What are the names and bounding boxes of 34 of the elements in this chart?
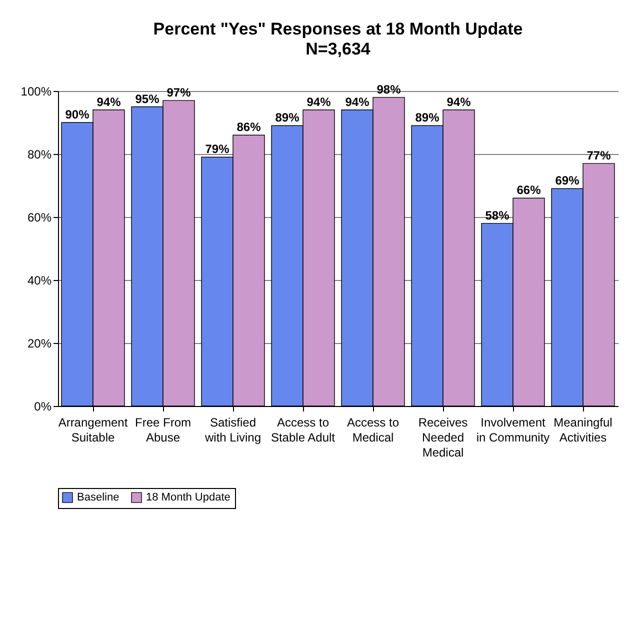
data-label: 98% [376,82,402,96]
data-label: 95% [135,92,160,106]
x-tick-label: Satisfied with Living [204,416,262,444]
legend-label: Baseline [77,492,120,504]
x-tick-label: Access to Stable Adult [270,416,336,444]
legend-label: 18 Month Update [146,492,230,504]
chart-title: Percent "Yes" Responses at 18 Month Update [153,19,523,38]
x-tick-label: Involvement in Community [476,416,550,444]
x-tick-label: Arrangement Suitable [58,416,128,444]
data-label: 94% [446,94,472,109]
data-label: 94% [306,94,332,109]
x-tick-label: Access to Medical [346,416,400,444]
data-label: 94% [345,94,370,109]
data-label: 94% [96,94,122,109]
y-tick-label: 60% [27,210,52,224]
y-tick-label: 80% [27,148,52,162]
y-tick-label: 40% [27,274,52,288]
data-label: 79% [205,142,230,156]
data-label: 66% [516,183,542,198]
chart-subtitle: N=3,634 [306,39,371,58]
y-tick-label: 0% [34,400,52,414]
x-tick-label: Free From Abuse [134,416,192,444]
y-tick-label: 20% [27,336,52,350]
x-tick-label: Receives Needed Medical [418,416,468,460]
x-tick-label: Meaningful Activities [554,416,612,444]
data-label: 77% [586,148,612,162]
data-label: 97% [166,85,192,100]
data-label: 90% [65,108,90,122]
data-label: 89% [415,110,440,125]
data-label: 89% [275,110,300,125]
data-label: 69% [555,174,580,188]
data-label: 58% [485,208,510,222]
data-label: 86% [236,120,262,134]
y-tick-label: 100% [20,84,52,98]
